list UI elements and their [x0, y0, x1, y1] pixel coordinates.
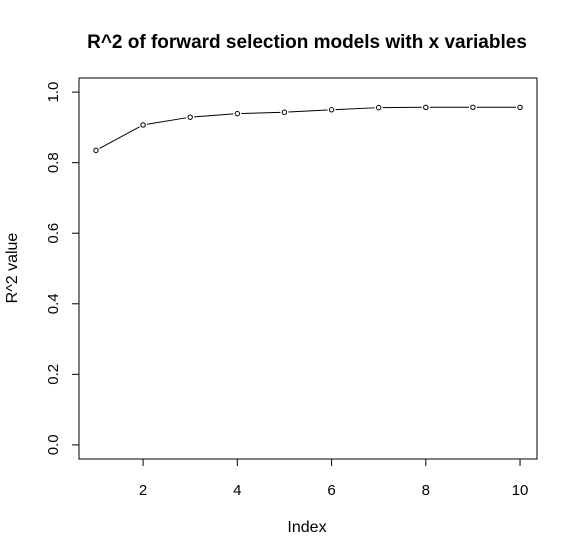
x-tick-label: 2	[139, 482, 147, 499]
y-axis-label: R^2 value	[4, 233, 21, 304]
data-point	[187, 114, 193, 120]
data-point	[517, 104, 523, 110]
x-tick-label: 8	[422, 482, 430, 499]
line-segment	[194, 113, 234, 118]
line-segment	[335, 107, 375, 111]
line-segment	[99, 126, 140, 149]
series-line	[93, 104, 523, 154]
x-tick-label: 4	[233, 482, 241, 499]
line-segment	[288, 109, 328, 113]
data-point	[140, 122, 146, 128]
data-point	[470, 104, 476, 110]
chart-title: R^2 of forward selection models with x v…	[87, 32, 527, 53]
y-tick-label: 0.6	[45, 223, 62, 244]
y-tick-label: 0.0	[45, 434, 62, 455]
line-segment	[241, 111, 281, 115]
data-point	[281, 109, 288, 115]
y-tick-label: 0.8	[45, 152, 62, 173]
line-segment	[146, 117, 187, 125]
y-axis: 0.0 0.2 0.4 0.6 0.8 1.0	[45, 82, 80, 455]
y-tick-label: 0.4	[45, 293, 62, 314]
data-point	[423, 104, 429, 110]
data-point	[328, 107, 335, 113]
x-axis: 2 4 6 8 10	[139, 458, 529, 499]
plot-frame	[78, 77, 538, 460]
x-axis-label: Index	[287, 519, 326, 536]
x-tick-label: 10	[512, 482, 529, 499]
data-point	[93, 147, 99, 154]
data-point	[234, 110, 241, 117]
x-tick-label: 6	[327, 482, 335, 499]
y-tick-label: 1.0	[45, 82, 62, 103]
data-point	[375, 104, 382, 111]
y-tick-label: 0.2	[45, 364, 62, 385]
